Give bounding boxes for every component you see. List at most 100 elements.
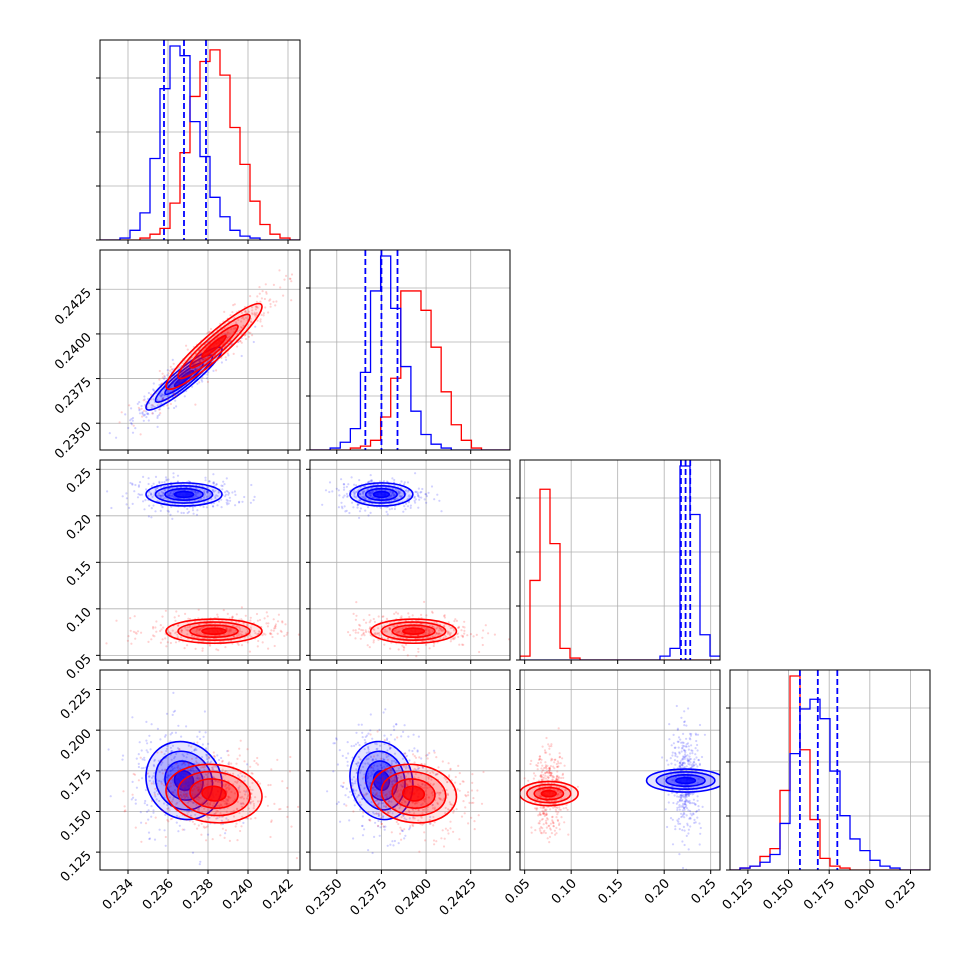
blue-series-point xyxy=(130,407,132,409)
blue-series-point xyxy=(346,486,348,488)
blue-series-point xyxy=(131,484,133,486)
red-series-point xyxy=(134,615,136,617)
red-series-point xyxy=(222,828,224,830)
red-series-point xyxy=(452,812,454,814)
blue-series-point xyxy=(338,801,340,803)
blue-series-point xyxy=(678,818,680,820)
blue-series-point xyxy=(676,795,678,797)
red-series-point xyxy=(228,761,230,763)
red-series-point xyxy=(134,638,136,640)
red-series-point xyxy=(196,741,198,743)
red-series-point xyxy=(353,613,355,615)
red-series-point xyxy=(458,838,460,840)
blue-series-point xyxy=(212,482,214,484)
blue-series-point xyxy=(145,789,147,791)
blue-series-point xyxy=(357,504,359,506)
blue-series-point xyxy=(700,827,702,829)
red-series-point xyxy=(141,416,143,418)
blue-series-point xyxy=(326,790,328,792)
blue-series-point xyxy=(685,799,687,801)
red-series-point xyxy=(278,269,280,271)
blue-series-point xyxy=(161,506,163,508)
blue-series-point xyxy=(150,805,152,807)
histogram-panel-p2 xyxy=(306,250,510,450)
blue-series-point xyxy=(212,473,214,475)
red-series-point xyxy=(138,779,140,781)
blue-series-point xyxy=(678,853,680,855)
blue-series-point xyxy=(253,341,255,343)
blue-series-point xyxy=(229,497,231,499)
blue-series-point xyxy=(384,708,386,710)
blue-series-point xyxy=(666,826,668,828)
blue-series-point xyxy=(106,490,108,492)
red-series-point xyxy=(360,638,362,640)
scatter-panel-p1-p3 xyxy=(87,460,312,660)
blue-series-point xyxy=(166,713,168,715)
red-series-point xyxy=(166,771,168,773)
red-series-point xyxy=(229,840,231,842)
red-series-point xyxy=(278,614,280,616)
blue-series-point xyxy=(685,806,687,808)
red-series-point xyxy=(434,821,436,823)
blue-series-point xyxy=(678,804,680,806)
red-series-point xyxy=(482,644,484,646)
red-series-point xyxy=(235,823,237,825)
red-series-point xyxy=(414,761,416,763)
blue-series-point xyxy=(87,492,89,494)
red-series-point xyxy=(271,819,273,821)
blue-series-point xyxy=(145,488,147,490)
red-series-point xyxy=(267,625,269,627)
blue-series-point xyxy=(361,724,363,726)
blue-series-point xyxy=(371,480,373,482)
red-series-point xyxy=(363,794,365,796)
blue-series-point xyxy=(143,420,145,422)
red-series-point xyxy=(267,622,269,624)
blue-series-point xyxy=(175,405,177,407)
red-series-point xyxy=(180,818,182,820)
scatter-panel-p3-p4 xyxy=(520,670,725,871)
blue-series-point xyxy=(227,354,229,356)
red-series-point xyxy=(281,631,283,633)
blue-series-point xyxy=(165,734,167,736)
blue-series-point xyxy=(367,514,369,516)
blue-series-point xyxy=(695,740,697,742)
blue-series-point xyxy=(672,752,674,754)
red-series-point xyxy=(425,614,427,616)
red-series-point xyxy=(361,634,363,636)
red-series-point xyxy=(363,776,365,778)
blue-series-point xyxy=(167,510,169,512)
red-series-point xyxy=(166,404,168,406)
blue-series-point xyxy=(394,508,396,510)
blue-series-point xyxy=(153,483,155,485)
blue-series-point xyxy=(403,505,405,507)
blue-series-point xyxy=(359,809,361,811)
red-series-point xyxy=(401,645,403,647)
red-series-point xyxy=(201,650,203,652)
blue-series-point xyxy=(686,835,688,837)
red-series-point xyxy=(147,772,149,774)
red-series-point xyxy=(414,755,416,757)
red-series-point xyxy=(283,635,285,637)
red-series-point xyxy=(121,411,123,413)
red-series-point xyxy=(217,616,219,618)
blue-series-point xyxy=(674,764,676,766)
blue-series-point xyxy=(387,513,389,515)
red-series-point xyxy=(447,832,449,834)
blue-series-point xyxy=(352,506,354,508)
red-series-point xyxy=(257,320,259,322)
red-series-point xyxy=(443,845,445,847)
blue-series-point xyxy=(152,812,154,814)
blue-series-point xyxy=(676,809,678,811)
blue-series-point xyxy=(143,757,145,759)
red-series-point xyxy=(265,622,267,624)
blue-series-point xyxy=(393,729,395,731)
red-series-point xyxy=(370,733,372,735)
blue-series-point xyxy=(359,510,361,512)
blue-series-point xyxy=(414,496,416,498)
red-series-point xyxy=(558,806,560,808)
blue-series-point xyxy=(402,731,404,733)
blue-series-point xyxy=(212,505,214,507)
red-series-point xyxy=(240,825,242,827)
red-series-point xyxy=(367,644,369,646)
blue-series-point xyxy=(241,355,243,357)
